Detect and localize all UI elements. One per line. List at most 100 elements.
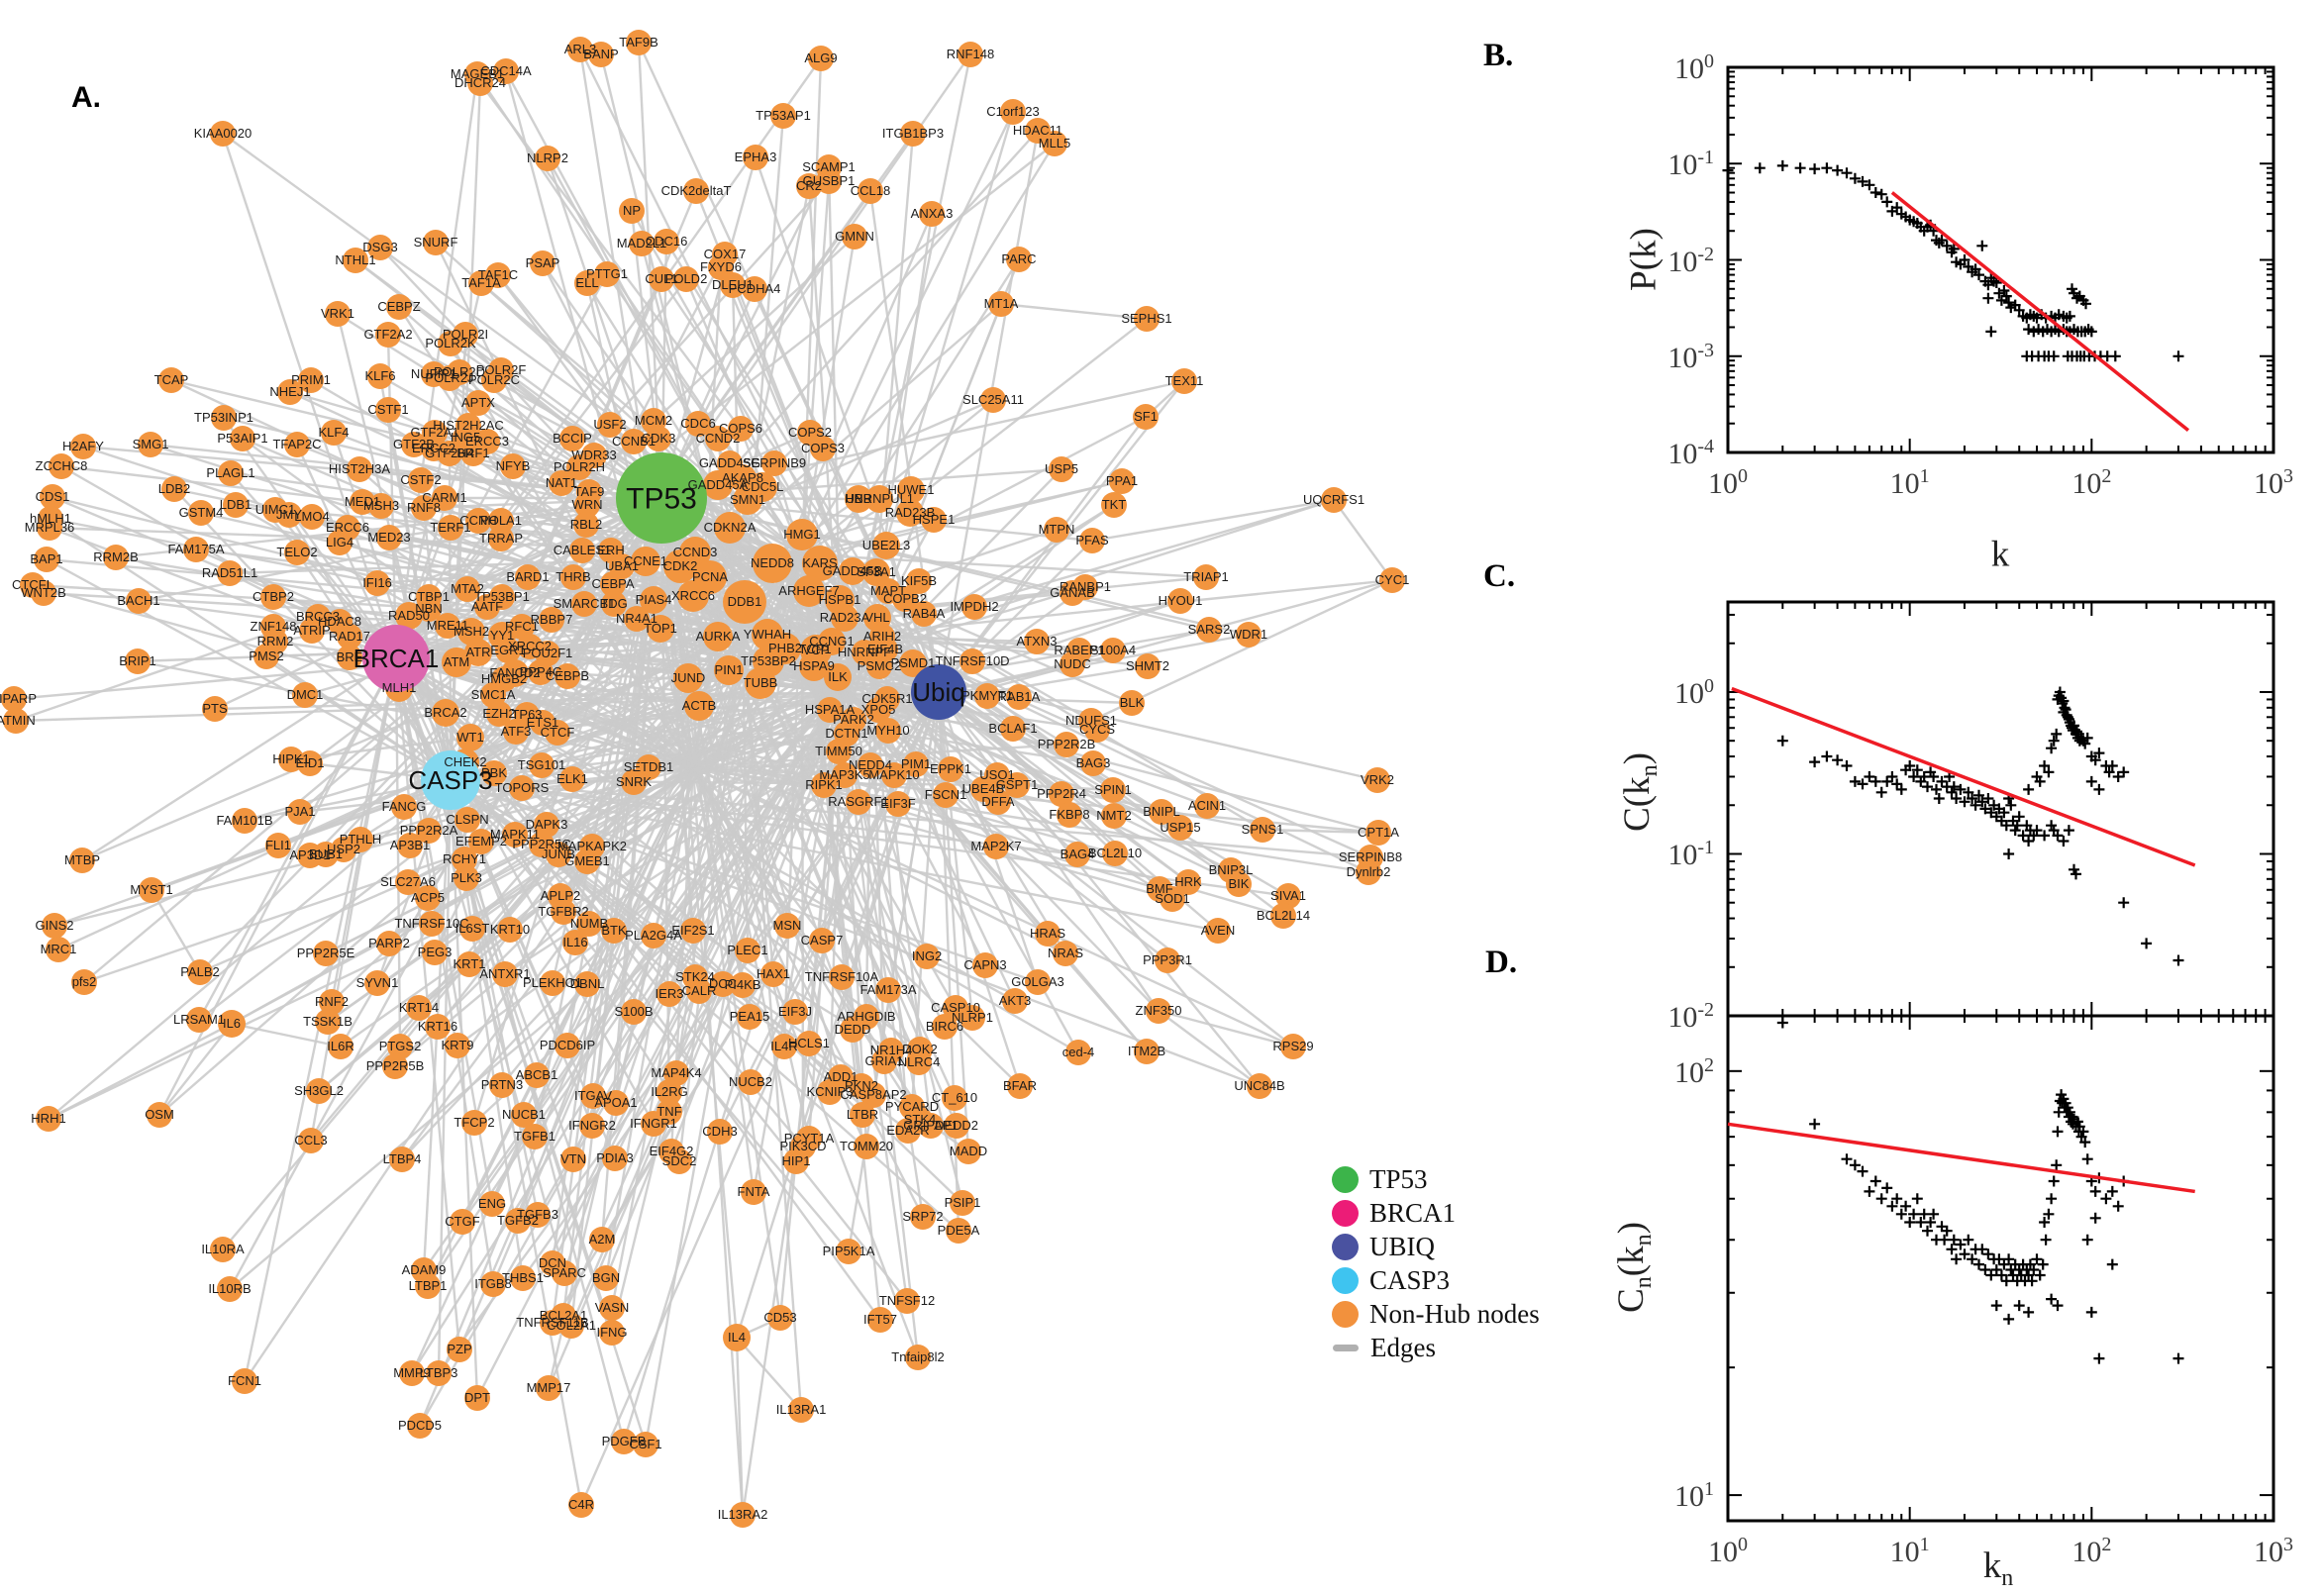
network-node-label: SMG1 bbox=[133, 437, 169, 451]
network-edge bbox=[214, 691, 843, 711]
network-node-label: MED1 bbox=[345, 494, 380, 509]
network-edge bbox=[450, 778, 1078, 856]
network-node-label: AURKA bbox=[696, 629, 741, 644]
network-node-label: MRE11 bbox=[427, 618, 468, 633]
network-node bbox=[503, 719, 529, 745]
network-node bbox=[602, 1146, 628, 1171]
network-node-label: RASGRF1 bbox=[828, 794, 888, 809]
network-node-label: PIM1 bbox=[901, 756, 931, 771]
network-node bbox=[666, 1148, 692, 1174]
network-node-label: LDB2 bbox=[158, 481, 191, 496]
network-node-label: hMLH1 bbox=[30, 511, 71, 526]
network-node bbox=[621, 769, 647, 795]
network-node-label: CTBP2 bbox=[252, 589, 294, 604]
network-node-label: FAM175A bbox=[167, 542, 224, 556]
network-node bbox=[972, 952, 998, 978]
network-node-label: LDB1 bbox=[220, 497, 252, 512]
network-edge bbox=[937, 691, 974, 1019]
network-node-label: WDR33 bbox=[571, 448, 617, 462]
network-node-label: RAB1A bbox=[998, 689, 1041, 704]
network-node-label: CDK5R1 bbox=[861, 691, 912, 706]
network-node bbox=[126, 588, 152, 614]
network-node bbox=[761, 450, 787, 476]
network-node bbox=[319, 989, 345, 1015]
network-node bbox=[387, 1034, 413, 1059]
network-node bbox=[958, 42, 983, 67]
network-node bbox=[467, 70, 493, 96]
network-node bbox=[599, 1295, 625, 1321]
network-node-label: PCNA bbox=[692, 569, 728, 584]
network-node bbox=[368, 493, 394, 519]
network-node bbox=[594, 261, 620, 287]
network-edge bbox=[228, 497, 663, 1290]
network-node-label: TFAP2C bbox=[272, 437, 321, 451]
network-node bbox=[454, 807, 480, 833]
network-node bbox=[299, 618, 325, 644]
network-node bbox=[298, 367, 324, 393]
network-node bbox=[454, 576, 480, 602]
network-node bbox=[481, 760, 507, 786]
network-node bbox=[559, 766, 585, 792]
network-node bbox=[232, 808, 257, 834]
network-node bbox=[376, 931, 402, 956]
network-node bbox=[705, 426, 731, 451]
network-node bbox=[459, 916, 485, 942]
network-node bbox=[1101, 803, 1127, 829]
network-node bbox=[1270, 903, 1296, 929]
network-node-label: RAD23B bbox=[885, 505, 936, 520]
network-node bbox=[125, 648, 151, 674]
network-node-label: ZCCHC8 bbox=[36, 458, 88, 473]
network-node bbox=[474, 594, 500, 620]
network-node-label: ING5 bbox=[451, 430, 480, 445]
network-node bbox=[31, 580, 56, 606]
network-node-label: SMN1 bbox=[730, 492, 765, 507]
network-node bbox=[465, 390, 491, 416]
network-node bbox=[906, 1049, 932, 1075]
network-edge bbox=[401, 766, 694, 1160]
network-node-label: ATXN3 bbox=[1017, 634, 1058, 648]
network-node bbox=[407, 1413, 433, 1439]
network-node bbox=[842, 224, 867, 249]
network-node bbox=[753, 544, 792, 583]
network-node bbox=[367, 363, 393, 389]
panel-B-x-tick-label: 101 bbox=[1889, 465, 1930, 500]
network-node bbox=[774, 913, 800, 939]
network-edge bbox=[1262, 828, 1379, 835]
network-node bbox=[1049, 781, 1074, 807]
network-edge bbox=[479, 82, 940, 693]
network-node-label: TUBB bbox=[744, 675, 778, 690]
network-node bbox=[810, 436, 836, 461]
network-node bbox=[574, 971, 600, 997]
network-node bbox=[728, 416, 754, 442]
network-node-label: TOPORS bbox=[495, 780, 550, 795]
network-node bbox=[641, 1111, 666, 1137]
network-node-label: BRCC3 bbox=[296, 609, 340, 624]
network-node bbox=[454, 865, 479, 891]
network-node-label: CHEK2 bbox=[444, 754, 486, 769]
network-node bbox=[1196, 617, 1222, 643]
network-node bbox=[921, 507, 947, 533]
network-node bbox=[900, 121, 926, 147]
network-node bbox=[824, 663, 852, 691]
network-node-label: AATF bbox=[471, 599, 503, 614]
network-node bbox=[1084, 717, 1110, 743]
panel-d-x-axis-label: kn bbox=[1982, 1545, 2014, 1592]
network-edge bbox=[578, 49, 695, 768]
network-edge bbox=[644, 553, 804, 1446]
network-node bbox=[551, 1303, 576, 1329]
network-node bbox=[1356, 859, 1381, 885]
network-node bbox=[897, 476, 925, 504]
network-edge bbox=[840, 692, 987, 966]
network-node-label: SMC1A bbox=[471, 687, 516, 702]
network-node-label: CLSPN bbox=[446, 812, 488, 827]
network-node-label: NBN bbox=[415, 601, 442, 616]
panel-B-y-tick-label: 10-4 bbox=[1667, 436, 1714, 470]
network-node bbox=[860, 1082, 886, 1108]
network-node bbox=[313, 941, 339, 966]
network-edge bbox=[437, 779, 453, 1374]
network-node-label: BTK bbox=[601, 923, 627, 938]
network-node bbox=[745, 667, 776, 699]
network-node-label: TP53INP1 bbox=[194, 410, 253, 425]
network-node bbox=[760, 961, 786, 987]
